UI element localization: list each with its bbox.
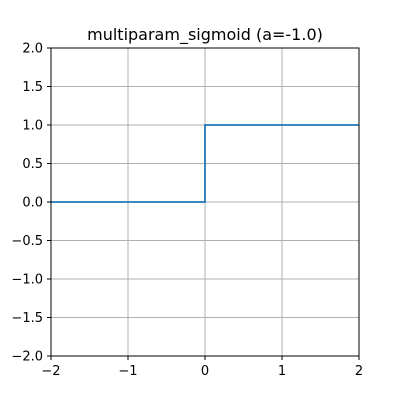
ticks-layer: −2 −1 0 1 2 2.0 1.5 1.0 0.5 0.0 −0.5 −1.0 −1.5 −2.0	[11, 42, 363, 380]
y-tick-label: 0.5	[22, 157, 43, 172]
x-tick-label: 1	[278, 364, 286, 379]
chart-title: multiparam_sigmoid (a=-1.0)	[87, 25, 323, 45]
y-tick-label: −2.0	[11, 350, 43, 365]
y-tick-label: 0.0	[22, 196, 43, 211]
series-line	[51, 124, 359, 203]
x-tick-label: 0	[201, 364, 209, 379]
y-tick-label: 1.0	[22, 119, 43, 134]
y-tick-label: −0.5	[11, 234, 43, 249]
y-tick-label: −1.5	[11, 311, 43, 326]
y-tick-label: 1.5	[22, 80, 43, 95]
y-tick-label: −1.0	[11, 273, 43, 288]
x-tick-label: 2	[355, 364, 363, 379]
y-tick-label: 2.0	[22, 42, 43, 57]
series-layer	[51, 124, 359, 203]
x-tick-label: −1	[118, 364, 137, 379]
x-tick-label: −2	[41, 364, 60, 379]
